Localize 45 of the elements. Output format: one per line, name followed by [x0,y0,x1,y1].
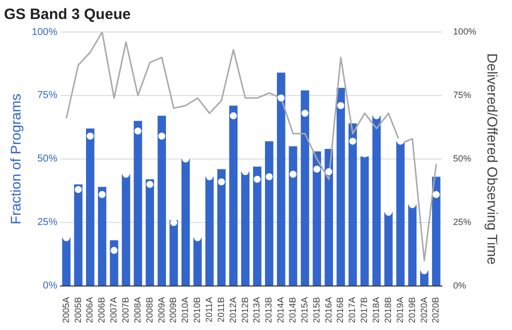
chart-title: GS Band 3 Queue [4,6,131,24]
y-tick-label: 25% [37,217,58,228]
y2-tick-label: 100% [453,26,476,36]
x-tick-label: 2013B [264,296,274,324]
x-tick-label: 2014A [276,296,286,324]
x-tick-label: 2005A [60,296,71,324]
x-tick-label: 2011A [204,296,214,322]
x-tick-label: 2007B [120,296,130,324]
y-tick-label: 75% [37,90,58,102]
x-tick-label: 2018B [382,296,393,324]
y2-tick-label: 50% [453,153,472,164]
x-tick-label: 2012A [228,296,238,324]
x-tick-label: 2009A [156,296,166,324]
x-tick-label: 2009B [168,296,178,324]
y-axis-title: Fraction of Programs [7,94,24,224]
x-tick-label: 2018A [371,296,382,324]
y-tick-label: 50% [37,154,58,165]
x-tick-label: 2016B [335,296,346,324]
x-tick-label: 2017B [359,296,370,324]
y2-axis-title: Delivered/Offered Observing Time [484,53,501,265]
x-tick-label: 2010B [192,296,202,324]
y2-tick-label: 25% [453,216,472,227]
x-tick-label: 2017A [347,296,358,324]
x-tick-label: 2013A [252,296,262,324]
x-tick-label: 2008B [144,296,154,324]
x-tick-label: 2016A [323,296,334,324]
x-tick-label: 2020B [430,296,441,324]
x-tick-label: 2020A [418,296,429,324]
x-tick-label: 2011B [216,296,226,322]
x-tick-label: 2019B [406,296,417,324]
x-tick-label: 2012B [240,296,250,324]
y-tick-label: 100% [32,26,58,38]
x-tick-label: 2014B [288,296,298,324]
x-tick-label: 2019A [394,296,405,324]
x-tick-label: 2008A [132,296,142,324]
x-tick-label: 2007A [108,296,119,324]
x-tick-label: 2006B [96,296,107,324]
y-tick-label: 0% [42,280,58,292]
x-tick-label: 2006A [84,296,95,324]
x-tick-label: 2010A [180,296,190,324]
x-tick-label: 2015A [299,296,310,324]
x-tick-label: 2015B [311,296,322,324]
y2-tick-label: 0% [453,280,466,290]
y2-tick-label: 75% [453,90,472,100]
x-tick-label: 2005B [72,296,83,324]
